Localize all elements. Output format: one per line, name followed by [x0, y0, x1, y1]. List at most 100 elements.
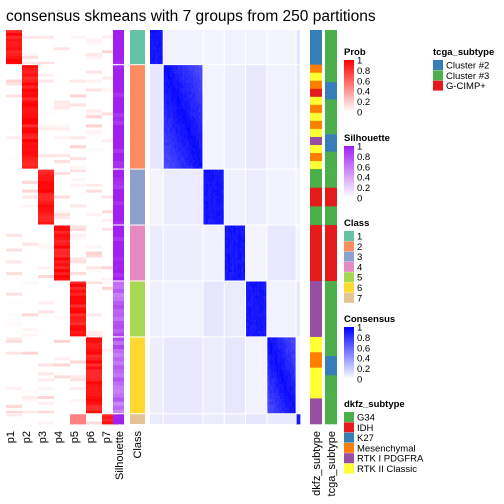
consensus-cell	[206, 201, 208, 205]
consensus-cell	[190, 103, 192, 107]
silhouette-cell	[113, 84, 124, 90]
consensus-cell	[198, 85, 200, 89]
consensus-cell	[266, 357, 269, 361]
consensus-cell	[280, 366, 282, 370]
consensus-cell	[175, 109, 178, 113]
consensus-cell	[210, 180, 213, 185]
consensus-cell	[208, 207, 210, 211]
prob-cell	[6, 50, 22, 54]
consensus-cell	[207, 207, 209, 211]
consensus-cell	[264, 286, 267, 291]
consensus-cell	[292, 407, 295, 412]
consensus-cell	[253, 295, 255, 299]
consensus-cell	[170, 160, 172, 164]
consensus-cell	[175, 100, 178, 104]
consensus-cell	[259, 286, 261, 291]
consensus-cell	[259, 316, 261, 320]
column-label: p7	[101, 431, 113, 443]
consensus-cell	[165, 73, 167, 77]
prob-cell	[6, 216, 22, 220]
consensus-cell	[238, 233, 241, 238]
consensus-cell	[206, 183, 208, 188]
annotation-label: tcga_subtype	[326, 431, 338, 496]
consensus-cell	[264, 331, 267, 335]
consensus-cell	[150, 58, 152, 63]
consensus-cell	[183, 106, 186, 110]
consensus-cell	[250, 295, 252, 299]
prob-cell	[86, 172, 102, 176]
consensus-cell	[251, 286, 253, 291]
consensus-cell	[184, 160, 187, 164]
prob-cell	[38, 357, 54, 361]
prob-cell	[54, 421, 70, 425]
consensus-cell	[189, 124, 191, 128]
prob-cell	[102, 269, 118, 273]
consensus-cell	[289, 378, 291, 382]
prob-cell	[54, 354, 70, 359]
consensus-cell	[235, 260, 237, 264]
consensus-cell	[170, 139, 172, 143]
consensus-cell	[296, 413, 298, 417]
consensus-cell	[200, 106, 203, 110]
consensus-cell	[205, 216, 207, 220]
prob-cell	[70, 79, 86, 83]
prob-cell	[6, 38, 22, 42]
consensus-cell	[208, 198, 210, 202]
consensus-cell	[208, 213, 210, 217]
consensus-cell	[166, 127, 169, 131]
consensus-cell	[247, 328, 250, 332]
consensus-cell	[217, 213, 219, 217]
consensus-cell	[226, 254, 228, 258]
prob-cell	[38, 56, 54, 60]
consensus-cell	[184, 88, 187, 92]
consensus-cell	[280, 348, 282, 353]
consensus-cell	[287, 342, 289, 347]
consensus-cell	[281, 381, 283, 385]
consensus-cell	[281, 390, 283, 394]
consensus-offblock	[296, 280, 300, 337]
prob-cell	[22, 192, 38, 196]
consensus-cell	[164, 85, 166, 89]
consensus-cell	[172, 115, 174, 119]
consensus-cell	[245, 322, 247, 326]
prob-cell	[102, 192, 118, 196]
consensus-cell	[242, 263, 244, 267]
consensus-cell	[232, 278, 234, 282]
consensus-cell	[172, 151, 174, 155]
legend-tick: 1	[357, 142, 362, 153]
consensus-cell	[196, 163, 198, 167]
legend-title: Silhouette	[344, 133, 390, 144]
consensus-cell	[166, 103, 169, 107]
consensus-cell	[293, 336, 296, 341]
legend-tick: 0.8	[357, 66, 370, 77]
silhouette-cell	[113, 418, 124, 422]
consensus-cell	[188, 130, 190, 134]
consensus-cell	[195, 88, 197, 92]
consensus-cell	[214, 201, 216, 205]
legend-swatch	[344, 241, 354, 252]
consensus-cell	[159, 35, 162, 39]
consensus-cell	[210, 222, 213, 226]
prob-cell	[86, 283, 102, 288]
consensus-cell	[168, 70, 171, 74]
consensus-cell	[291, 372, 294, 376]
consensus-cell	[276, 354, 279, 358]
consensus-cell	[150, 61, 152, 65]
consensus-cell	[280, 351, 282, 355]
consensus-cell	[206, 198, 208, 202]
consensus-cell	[199, 142, 201, 146]
consensus-cell	[264, 280, 267, 285]
consensus-cell	[233, 225, 235, 229]
consensus-cell	[191, 106, 194, 110]
consensus-cell	[197, 118, 199, 122]
prob-cell	[22, 366, 38, 370]
legend-title: Prob	[344, 47, 366, 58]
consensus-cell	[187, 139, 189, 143]
consensus-cell	[185, 64, 188, 68]
consensus-cell	[167, 142, 170, 146]
consensus-cell	[217, 174, 219, 179]
consensus-cell	[293, 354, 296, 358]
prob-cell	[6, 316, 22, 320]
prob-cell	[54, 180, 70, 185]
tcga-subtype-cell	[325, 394, 337, 415]
